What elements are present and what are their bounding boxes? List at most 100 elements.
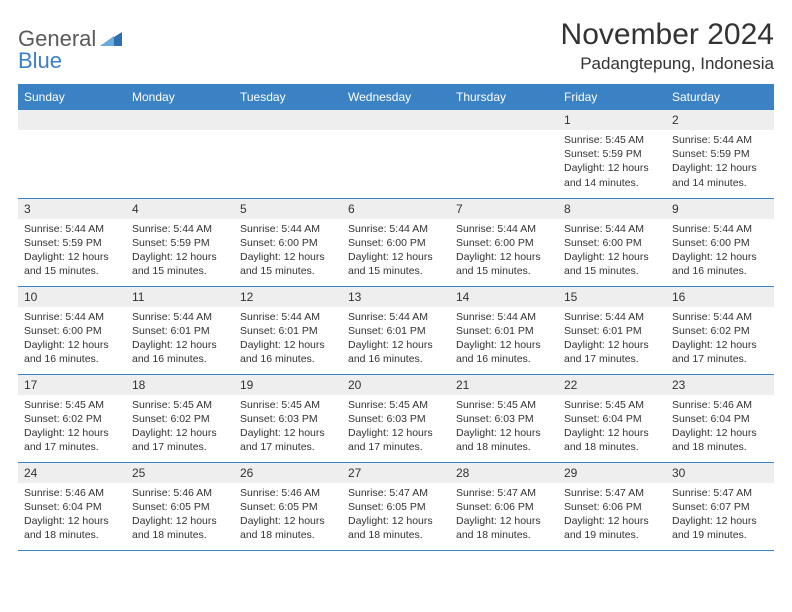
day-detail-line: Sunrise: 5:44 AM <box>456 222 552 236</box>
calendar-day-cell <box>342 110 450 198</box>
day-number: 28 <box>450 463 558 483</box>
day-detail-line: Daylight: 12 hours and 16 minutes. <box>348 338 444 366</box>
day-number: 21 <box>450 375 558 395</box>
day-details: Sunrise: 5:44 AMSunset: 6:02 PMDaylight:… <box>666 307 774 371</box>
calendar-body: 1Sunrise: 5:45 AMSunset: 5:59 PMDaylight… <box>18 110 774 550</box>
calendar-day-cell: 3Sunrise: 5:44 AMSunset: 5:59 PMDaylight… <box>18 198 126 286</box>
day-number <box>126 110 234 130</box>
day-number: 11 <box>126 287 234 307</box>
calendar-day-cell: 2Sunrise: 5:44 AMSunset: 5:59 PMDaylight… <box>666 110 774 198</box>
day-number: 25 <box>126 463 234 483</box>
day-detail-line: Sunset: 5:59 PM <box>672 147 768 161</box>
day-details: Sunrise: 5:44 AMSunset: 6:00 PMDaylight:… <box>558 219 666 283</box>
day-details: Sunrise: 5:44 AMSunset: 5:59 PMDaylight:… <box>18 219 126 283</box>
day-number: 19 <box>234 375 342 395</box>
day-detail-line: Sunrise: 5:45 AM <box>24 398 120 412</box>
weekday-header: Monday <box>126 84 234 110</box>
day-details <box>126 130 234 137</box>
day-detail-line: Sunset: 6:01 PM <box>348 324 444 338</box>
day-details: Sunrise: 5:45 AMSunset: 5:59 PMDaylight:… <box>558 130 666 194</box>
day-details: Sunrise: 5:46 AMSunset: 6:05 PMDaylight:… <box>126 483 234 547</box>
day-detail-line: Sunrise: 5:44 AM <box>240 310 336 324</box>
day-detail-line: Sunset: 6:02 PM <box>24 412 120 426</box>
day-details <box>234 130 342 137</box>
day-details: Sunrise: 5:46 AMSunset: 6:05 PMDaylight:… <box>234 483 342 547</box>
day-number: 29 <box>558 463 666 483</box>
calendar-day-cell: 11Sunrise: 5:44 AMSunset: 6:01 PMDayligh… <box>126 286 234 374</box>
calendar-week-row: 17Sunrise: 5:45 AMSunset: 6:02 PMDayligh… <box>18 374 774 462</box>
calendar-day-cell <box>18 110 126 198</box>
day-number: 7 <box>450 199 558 219</box>
day-detail-line: Daylight: 12 hours and 18 minutes. <box>24 514 120 542</box>
calendar-day-cell: 18Sunrise: 5:45 AMSunset: 6:02 PMDayligh… <box>126 374 234 462</box>
day-detail-line: Sunset: 6:00 PM <box>240 236 336 250</box>
day-detail-line: Sunset: 5:59 PM <box>564 147 660 161</box>
day-details: Sunrise: 5:47 AMSunset: 6:07 PMDaylight:… <box>666 483 774 547</box>
day-detail-line: Daylight: 12 hours and 14 minutes. <box>564 161 660 189</box>
day-detail-line: Daylight: 12 hours and 18 minutes. <box>456 514 552 542</box>
day-details: Sunrise: 5:44 AMSunset: 6:00 PMDaylight:… <box>450 219 558 283</box>
day-details: Sunrise: 5:44 AMSunset: 6:01 PMDaylight:… <box>558 307 666 371</box>
logo-triangle-icon <box>100 28 122 51</box>
day-detail-line: Sunset: 6:03 PM <box>348 412 444 426</box>
day-number: 23 <box>666 375 774 395</box>
calendar-day-cell: 13Sunrise: 5:44 AMSunset: 6:01 PMDayligh… <box>342 286 450 374</box>
calendar-day-cell: 16Sunrise: 5:44 AMSunset: 6:02 PMDayligh… <box>666 286 774 374</box>
calendar-day-cell: 1Sunrise: 5:45 AMSunset: 5:59 PMDaylight… <box>558 110 666 198</box>
day-detail-line: Sunset: 6:05 PM <box>348 500 444 514</box>
day-details: Sunrise: 5:44 AMSunset: 6:01 PMDaylight:… <box>450 307 558 371</box>
day-detail-line: Sunrise: 5:44 AM <box>456 310 552 324</box>
day-detail-line: Sunset: 6:00 PM <box>456 236 552 250</box>
day-detail-line: Sunrise: 5:44 AM <box>564 222 660 236</box>
day-detail-line: Sunrise: 5:45 AM <box>564 133 660 147</box>
day-detail-line: Sunset: 6:00 PM <box>564 236 660 250</box>
calendar-week-row: 24Sunrise: 5:46 AMSunset: 6:04 PMDayligh… <box>18 462 774 550</box>
day-detail-line: Sunrise: 5:47 AM <box>348 486 444 500</box>
day-number <box>234 110 342 130</box>
day-detail-line: Sunset: 6:00 PM <box>672 236 768 250</box>
calendar-day-cell: 28Sunrise: 5:47 AMSunset: 6:06 PMDayligh… <box>450 462 558 550</box>
day-number <box>450 110 558 130</box>
day-detail-line: Sunrise: 5:44 AM <box>564 310 660 324</box>
day-detail-line: Sunrise: 5:47 AM <box>564 486 660 500</box>
weekday-header: Tuesday <box>234 84 342 110</box>
day-details: Sunrise: 5:45 AMSunset: 6:03 PMDaylight:… <box>342 395 450 459</box>
day-detail-line: Sunset: 6:03 PM <box>240 412 336 426</box>
page-container: General November 2024 Padangtepung, Indo… <box>0 0 792 563</box>
day-number: 5 <box>234 199 342 219</box>
day-number: 12 <box>234 287 342 307</box>
day-detail-line: Sunrise: 5:46 AM <box>240 486 336 500</box>
day-detail-line: Sunrise: 5:47 AM <box>456 486 552 500</box>
day-detail-line: Daylight: 12 hours and 15 minutes. <box>456 250 552 278</box>
calendar-day-cell: 7Sunrise: 5:44 AMSunset: 6:00 PMDaylight… <box>450 198 558 286</box>
day-number: 4 <box>126 199 234 219</box>
day-details: Sunrise: 5:46 AMSunset: 6:04 PMDaylight:… <box>666 395 774 459</box>
calendar-day-cell: 22Sunrise: 5:45 AMSunset: 6:04 PMDayligh… <box>558 374 666 462</box>
day-detail-line: Sunrise: 5:46 AM <box>672 398 768 412</box>
calendar-day-cell: 10Sunrise: 5:44 AMSunset: 6:00 PMDayligh… <box>18 286 126 374</box>
day-detail-line: Sunset: 6:05 PM <box>240 500 336 514</box>
day-details: Sunrise: 5:45 AMSunset: 6:03 PMDaylight:… <box>450 395 558 459</box>
day-detail-line: Sunrise: 5:44 AM <box>672 133 768 147</box>
day-number: 20 <box>342 375 450 395</box>
day-detail-line: Sunrise: 5:45 AM <box>132 398 228 412</box>
location: Padangtepung, Indonesia <box>561 54 774 74</box>
day-details: Sunrise: 5:45 AMSunset: 6:02 PMDaylight:… <box>126 395 234 459</box>
calendar-day-cell: 9Sunrise: 5:44 AMSunset: 6:00 PMDaylight… <box>666 198 774 286</box>
day-detail-line: Sunrise: 5:44 AM <box>672 310 768 324</box>
day-detail-line: Sunrise: 5:44 AM <box>24 310 120 324</box>
day-detail-line: Sunset: 6:01 PM <box>456 324 552 338</box>
day-detail-line: Sunset: 6:04 PM <box>24 500 120 514</box>
day-number: 8 <box>558 199 666 219</box>
day-detail-line: Daylight: 12 hours and 17 minutes. <box>564 338 660 366</box>
calendar-week-row: 1Sunrise: 5:45 AMSunset: 5:59 PMDaylight… <box>18 110 774 198</box>
calendar-day-cell <box>126 110 234 198</box>
day-number: 24 <box>18 463 126 483</box>
calendar-day-cell: 20Sunrise: 5:45 AMSunset: 6:03 PMDayligh… <box>342 374 450 462</box>
day-detail-line: Daylight: 12 hours and 14 minutes. <box>672 161 768 189</box>
day-details: Sunrise: 5:46 AMSunset: 6:04 PMDaylight:… <box>18 483 126 547</box>
day-detail-line: Daylight: 12 hours and 16 minutes. <box>456 338 552 366</box>
day-detail-line: Sunset: 6:00 PM <box>348 236 444 250</box>
day-detail-line: Sunset: 6:01 PM <box>564 324 660 338</box>
logo: General <box>18 18 124 52</box>
